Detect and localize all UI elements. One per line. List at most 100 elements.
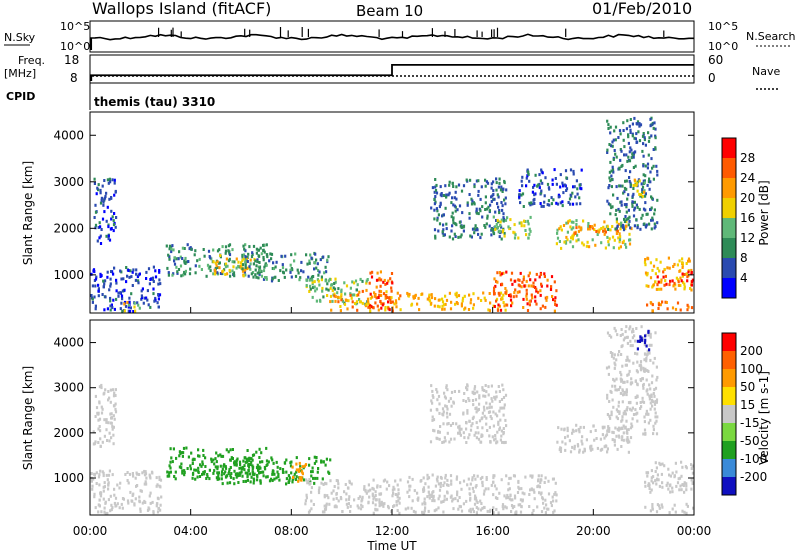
data-cell-786 (430, 293, 433, 297)
data-cell-642 (399, 294, 402, 298)
data-cell-689 (372, 511, 375, 515)
data-cell-83 (97, 510, 100, 514)
data-cell-445 (313, 455, 316, 459)
data-cell-859 (442, 500, 445, 503)
colorbar-swatch-0 (722, 138, 736, 159)
data-cell-1133 (430, 399, 433, 403)
data-cell-1517 (605, 366, 609, 370)
data-cell-89 (117, 291, 120, 295)
data-cell-1312 (595, 230, 598, 233)
data-cell-331 (232, 477, 235, 481)
data-cell-833 (504, 287, 507, 290)
data-cell-853 (534, 278, 537, 282)
data-cell-1515 (628, 124, 631, 128)
data-cell-783 (475, 511, 478, 515)
data-cell-1690 (671, 507, 674, 511)
data-cell-206 (104, 512, 107, 515)
data-cell-1734 (522, 205, 525, 208)
data-cell-43 (110, 227, 113, 230)
data-cell-959 (444, 184, 447, 188)
data-cell-531 (248, 265, 251, 269)
data-cell-797 (424, 506, 427, 510)
data-cell-49 (96, 186, 99, 190)
data-cell-1740 (534, 192, 537, 196)
data-cell-686 (365, 302, 368, 306)
data-cell-648 (382, 504, 385, 508)
data-cell-592 (317, 488, 321, 492)
data-cell-454 (264, 467, 267, 471)
data-cell-1226 (569, 450, 573, 454)
data-cell-431 (281, 468, 285, 471)
data-cell-1282 (571, 445, 574, 449)
data-cell-22 (107, 421, 110, 425)
data-cell-1399 (623, 217, 626, 221)
data-cell-7 (104, 194, 107, 198)
data-cell-979 (519, 503, 522, 507)
data-cell-182 (116, 502, 119, 506)
data-cell-152 (158, 475, 161, 479)
data-cell-1375 (615, 226, 618, 230)
data-cell-1139 (469, 234, 472, 238)
data-cell-1204 (473, 391, 476, 395)
data-cell-400 (235, 463, 238, 467)
data-cell-686 (397, 488, 400, 492)
data-cell-123 (127, 481, 130, 485)
data-cell-470 (268, 479, 272, 483)
data-cell-530 (277, 473, 280, 476)
data-cell-189 (109, 308, 112, 312)
data-cell-200 (127, 305, 130, 309)
data-cell-1427 (626, 380, 629, 384)
data-cell-876 (539, 293, 542, 297)
data-cell-894 (411, 499, 414, 503)
data-cell-42 (93, 177, 96, 181)
data-cell-367 (219, 464, 222, 468)
data-cell-1536 (654, 400, 657, 404)
data-cell-293 (251, 453, 255, 457)
data-cell-300 (209, 265, 212, 269)
data-cell-659 (334, 295, 337, 299)
data-cell-464 (247, 274, 250, 278)
data-cell-982 (538, 491, 541, 495)
data-cell-383 (214, 261, 217, 265)
data-cell-818 (461, 296, 465, 300)
data-cell-342 (231, 248, 234, 252)
data-cell-1677 (680, 460, 683, 464)
data-cell-15 (114, 402, 117, 406)
data-cell-648 (384, 308, 387, 312)
data-cell-1191 (524, 229, 527, 232)
colorbar-tick-1: 100 (740, 362, 763, 376)
data-cell-788 (442, 484, 445, 487)
data-cell-1202 (499, 220, 502, 224)
data-cell-886 (506, 493, 509, 497)
data-cell-8 (108, 197, 111, 201)
data-cell-71 (104, 279, 107, 283)
data-cell-497 (244, 255, 247, 259)
data-cell-942 (474, 496, 478, 500)
data-cell-354 (181, 471, 184, 475)
data-cell-1040 (497, 385, 500, 388)
data-cell-397 (241, 269, 245, 273)
data-cell-514 (268, 259, 271, 263)
data-cell-297 (199, 463, 202, 467)
data-cell-1007 (459, 235, 462, 239)
data-cell-1334 (627, 208, 630, 212)
data-cell-390 (237, 473, 240, 477)
data-cell-521 (261, 460, 264, 464)
data-cell-485 (258, 272, 261, 276)
data-cell-1555 (629, 183, 632, 187)
data-cell-161 (149, 305, 152, 309)
data-cell-555 (295, 462, 298, 466)
data-cell-498 (285, 268, 288, 272)
data-cell-1387 (613, 326, 616, 330)
data-cell-1484 (608, 334, 611, 337)
data-cell-1070 (437, 394, 441, 398)
data-cell-1687 (681, 509, 684, 513)
data-cell-1782 (550, 196, 553, 200)
data-cell-1463 (643, 138, 646, 142)
data-cell-923 (517, 278, 520, 282)
data-cell-988 (426, 495, 429, 499)
data-cell-1506 (642, 173, 645, 177)
data-cell-497 (285, 458, 288, 462)
data-cell-575 (313, 280, 316, 284)
data-cell-886 (493, 286, 496, 290)
